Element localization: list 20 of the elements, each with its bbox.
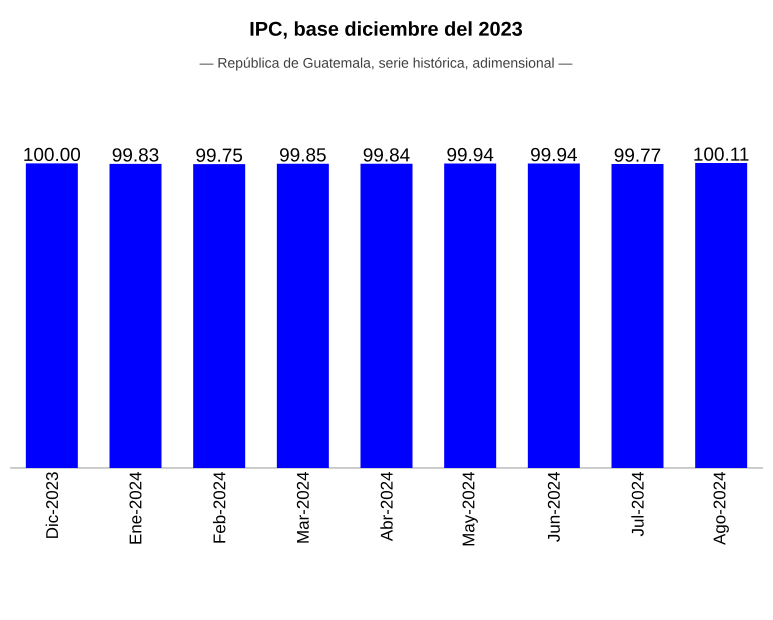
x-tick-label: Ene-2024 xyxy=(130,472,142,544)
chart-title: IPC, base diciembre del 2023 xyxy=(250,21,522,39)
data-label: 99.75 xyxy=(196,148,242,162)
data-label: 99.84 xyxy=(364,148,410,162)
x-tick-label: Ago-2024 xyxy=(714,472,729,545)
x-tick-label: Jun-2024 xyxy=(548,472,560,542)
data-label: 100.00 xyxy=(24,148,80,162)
data-label: 99.94 xyxy=(531,148,577,162)
chart-subtitle: — República de Guatemala, serie histórica, adimensional — xyxy=(200,57,572,71)
x-tick-label: Jul-2024 xyxy=(631,472,644,536)
x-tick-label: Abr-2024 xyxy=(380,472,393,542)
data-label: 99.77 xyxy=(614,148,660,162)
x-tick-label: Dic-2023 xyxy=(46,472,58,538)
x-tick-label: Feb-2024 xyxy=(212,472,226,543)
data-label: 99.94 xyxy=(447,148,494,162)
data-label: 100.11 xyxy=(694,147,748,161)
x-tick-label: Mar-2024 xyxy=(296,472,309,543)
data-label: 99.85 xyxy=(280,148,326,162)
x-tick-label: May-2024 xyxy=(462,472,478,546)
data-label: 99.83 xyxy=(112,148,158,162)
